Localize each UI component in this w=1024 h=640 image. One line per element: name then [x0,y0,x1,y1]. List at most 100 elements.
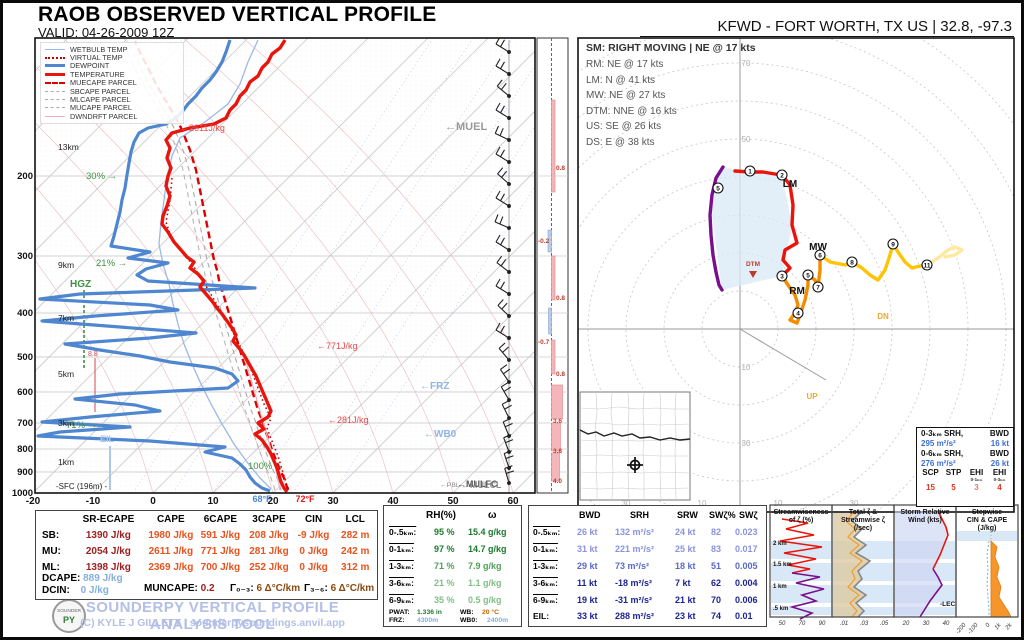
page-title: RAOB OBSERVED VERTICAL PROFILE [38,3,437,26]
svg-text:60: 60 [507,496,519,507]
ehi1-value: 3 [974,483,979,492]
panel-streamwiseness: 2 km 1.5 km 1 km .5 km [773,518,825,620]
eil-label: EIL [100,434,115,444]
mulfc-label: ←MULFC [457,479,498,489]
svg-text:0.8: 0.8 [556,165,565,172]
omega-bars [547,99,563,482]
svg-text:-200: -200 [955,622,968,636]
svg-text:50: 50 [779,621,786,627]
dtm-marker-icon [749,271,757,278]
svg-text:5km: 5km [58,369,74,379]
motion-us: US: SE @ 26 kts [586,121,662,132]
srh6-label: 0-6ₖₘ SRH, [921,449,964,458]
valid-time: VALID: 04-26-2009 12Z [38,25,175,40]
svg-text:30% →: 30% → [86,171,117,182]
legend-item: TEMPERATURE [45,70,179,79]
svg-text:40: 40 [387,496,399,507]
svg-text:.01: .01 [840,621,848,627]
svg-text:SOUNDER: SOUNDER [57,608,82,614]
svg-text:0.8: 0.8 [556,295,565,302]
svg-text:PY: PY [63,615,75,625]
sm-line: SM: RIGHT MOVING | NE @ 17 kts [586,42,756,54]
srh3-value: 295 m²/s² [921,439,956,448]
lapse36-row: Γ₃₋₆: 6 Δ°C/km [304,583,375,594]
isobars [35,175,535,473]
svg-text:Storm Relative: Storm Relative [900,509,949,516]
svg-text:0.8: 0.8 [556,371,565,378]
svg-text:20: 20 [902,621,910,627]
svg-text:1k: 1k [994,622,1003,631]
station-info: KFWD - FORT WORTH, TX US | 32.8, -97.3 [717,18,1012,35]
mlcape-line-icon [45,99,65,101]
svg-text:70: 70 [799,621,806,627]
svg-text:2: 2 [780,173,784,180]
svg-text:70: 70 [742,59,751,68]
svg-text:5: 5 [716,186,720,193]
svg-text:0: 0 [985,622,992,629]
srh6-value: 276 m²/s² [921,459,956,468]
station-crosshair-icon [627,457,643,473]
trace-red [733,169,799,278]
svg-text:30: 30 [850,499,859,508]
svg-text:1: 1 [748,169,752,176]
legend-item: MUCAPE PARCEL [45,103,179,112]
svg-text:10: 10 [774,499,783,508]
svg-text:50: 50 [742,135,751,144]
legend-item: MUECAPE PARCEL [45,78,179,87]
srh-fill-area [712,167,792,290]
svg-text:30: 30 [742,439,751,448]
table-row: MU: 2054 J/kg 2611 J/kg 771 J/kg 281 J/k… [42,546,370,557]
pbl-label: ←PBL [440,482,460,489]
table-row: SB: 1390 J/kg 1980 J/kg 591 J/kg 208 J/k… [42,530,370,541]
svg-text:20: 20 [267,496,279,507]
svg-text:10: 10 [742,363,751,372]
svg-text:.05: .05 [880,621,889,627]
sbcape-line-icon [45,90,65,92]
svg-text:10: 10 [207,496,219,507]
frz-label: ←FRZ [420,381,449,392]
svg-text:500: 500 [17,352,33,363]
svg-text:90: 90 [819,621,826,627]
svg-text:(J/kg): (J/kg) [978,525,997,532]
omega-strip: 0.8 -0.2 0.8 -0.7 0.8 3.6 3.8 4.0 [536,37,569,494]
moisture-table: RH(%) ω 0-.5ₖₘ: 95 % 15.4 g/kg 0-1ₖₘ: 97 % 1… [383,505,522,627]
svg-text:Streamwiseness: Streamwiseness [774,509,829,516]
svg-text:5: 5 [806,273,810,280]
svg-text:.5 km: .5 km [773,606,788,612]
svg-text:600: 600 [17,387,33,398]
svg-text:700: 700 [17,418,33,429]
dcin-row: DCIN: 0 J/kg [42,585,109,596]
cape6-label: ←771J/kg [317,341,358,351]
panel-sr-wind: -LEC [895,510,955,618]
svg-text:30: 30 [622,499,631,508]
ehi3-value: 4 [997,483,1002,492]
svg-text:1 km: 1 km [773,584,787,590]
svg-text:40: 40 [943,621,950,627]
svg-text:4.0: 4.0 [553,478,562,485]
map-inset [579,391,691,501]
storm-motion-line [739,328,827,381]
state-boundary-line [579,429,691,441]
dcape-row: DCAPE: 889 J/kg [42,573,123,584]
legend-item: MLCAPE PARCEL [45,95,179,104]
omega-value-labels: 0.8 -0.2 0.8 -0.7 0.8 3.6 3.8 4.0 [538,165,565,485]
svg-text:7: 7 [816,285,820,292]
muecape-line-icon [45,81,65,84]
svg-text:of ζ (%): of ζ (%) [789,517,814,524]
skewt-annotations: 30% → 21% → 71% → 100% → ←2611J/kg ←771J… [66,121,502,490]
hodograph-point-labels: LM MW RM DTM UP DN [746,179,889,401]
dtm-label: DTM [746,261,760,268]
kinematics-table: BWD SRH SRW SWζ% SWζ 0-.5ₖₘ: 26 kt 132 m… [528,505,767,627]
mucape-line-icon [45,107,65,109]
svg-text:900: 900 [17,467,33,478]
svg-text:100% →: 100% → [248,461,284,472]
motion-lm: LM: N @ 41 kts [586,74,656,86]
mucape-label: ←2611J/kg [180,123,225,133]
motion-rm: RM: NE @ 17 kts [586,59,664,70]
svg-text:1km: 1km [58,457,74,467]
svg-text:(/sec): (/sec) [854,525,872,532]
dewpoint-curve [36,39,271,493]
temp-axis: -20 -10 0 10 20 30 40 50 60 [26,496,519,507]
svg-text:8: 8 [850,260,854,267]
dn-label: DN [877,312,889,321]
